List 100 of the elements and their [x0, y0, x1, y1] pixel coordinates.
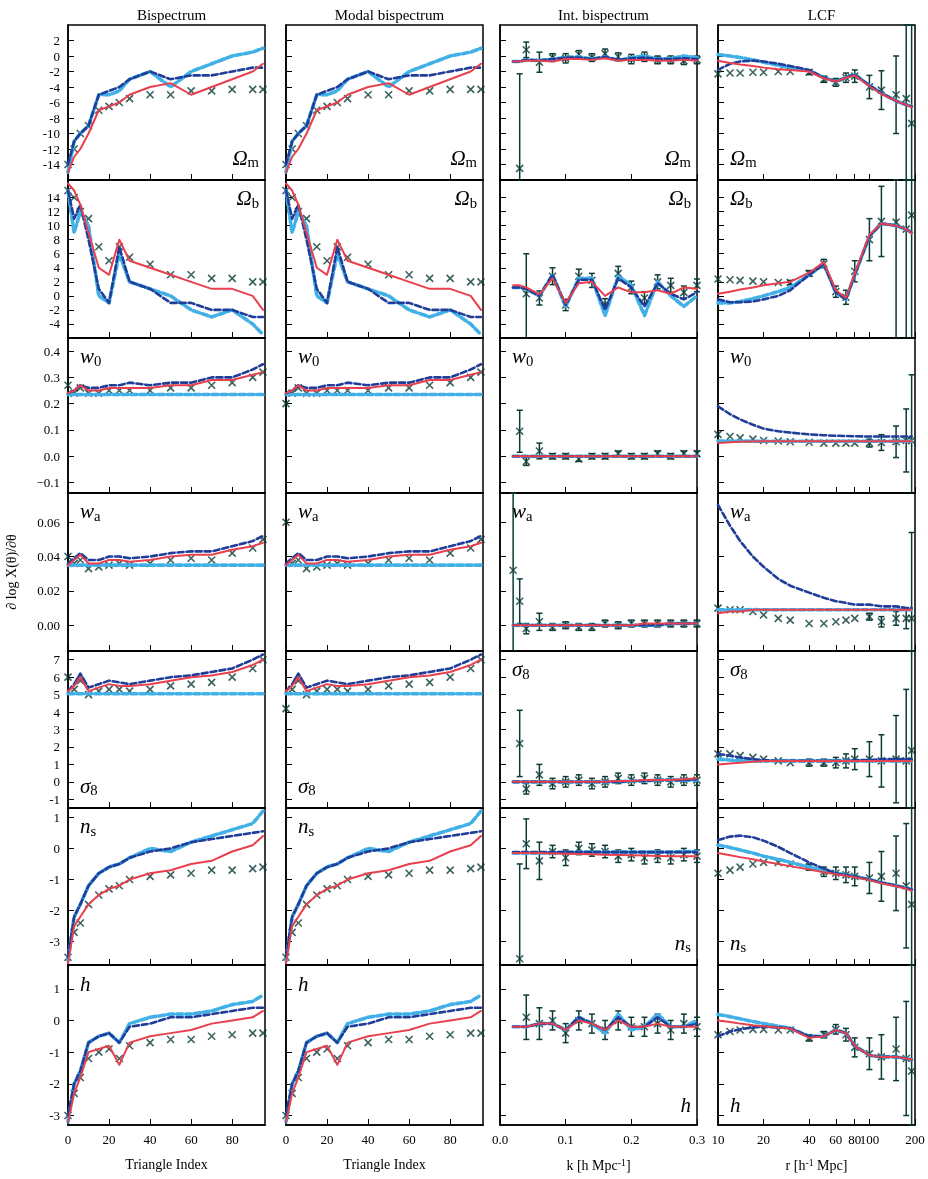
y-tick-label: 0.2	[43, 396, 60, 412]
annotation: wa	[298, 499, 320, 525]
annotation: ns	[674, 930, 692, 956]
annotation: w0	[512, 344, 534, 370]
x-tick-label: 60	[402, 1132, 416, 1147]
y-tick-label: 0	[53, 288, 60, 304]
x-tick-label: 0.3	[688, 1132, 706, 1147]
y-tick-label: -1	[49, 791, 60, 807]
y-tick-label: 0.1	[43, 422, 60, 438]
annotation: ns	[80, 814, 97, 840]
x-tick-label: 80	[443, 1132, 457, 1147]
x-tick-label: 0	[64, 1132, 72, 1147]
y-tick-label: -4	[49, 79, 61, 95]
annotation: Ωb	[668, 186, 691, 212]
y-tick-label: -2	[49, 1076, 60, 1092]
y-tick-label: 0.0	[43, 448, 60, 464]
x-tick-label: 80	[848, 1132, 862, 1147]
annotation: w0	[80, 344, 102, 370]
annotation: Ωm	[664, 145, 692, 171]
x-tick-label: 0.2	[623, 1132, 640, 1147]
y-tick-label: 0.06	[37, 514, 61, 530]
y-tick-label: -12	[42, 141, 60, 157]
x-tick-label: 80	[225, 1132, 239, 1147]
annotation: ns	[730, 930, 747, 956]
y-tick-label: 2	[53, 274, 60, 290]
y-tick-label: -6	[49, 95, 61, 110]
y-tick-label: 0.02	[37, 583, 60, 599]
annotation: h	[80, 971, 91, 996]
y-tick-label: 1	[53, 981, 60, 997]
x-tick-label: 20	[102, 1132, 116, 1147]
y-tick-label: 14	[47, 190, 61, 206]
x-tick-label: 0.0	[491, 1132, 509, 1147]
y-tick-label: 0.4	[43, 343, 61, 359]
x-tick-label: 0	[282, 1132, 290, 1147]
x-axis-title: Triangle Index	[343, 1156, 426, 1172]
annotation: Ωm	[450, 145, 478, 171]
x-tick-label: 40	[361, 1132, 375, 1147]
annotation: wa	[80, 499, 102, 525]
x-tick-label: 20	[320, 1132, 334, 1147]
y-tick-label: 10	[47, 218, 60, 234]
annotation: h	[730, 1092, 741, 1117]
y-tick-label: -3	[49, 1107, 60, 1123]
y-tick-label: 0	[53, 774, 60, 790]
y-tick-label: 0.04	[37, 549, 61, 565]
y-axis-title: ∂ log X(θ)/∂θ	[3, 533, 20, 610]
x-tick-label: 60	[184, 1132, 198, 1147]
x-tick-label: 40	[802, 1132, 816, 1147]
y-tick-label: 2	[53, 33, 60, 48]
annotation: σ8	[730, 657, 748, 683]
y-tick-label: 0.00	[37, 617, 60, 633]
y-tick-label: 12	[47, 204, 60, 220]
y-tick-label: 7	[53, 652, 61, 668]
x-tick-label: 200	[905, 1132, 925, 1147]
y-tick-label: 1	[53, 809, 60, 825]
y-tick-label: -8	[49, 110, 60, 126]
y-tick-label: 8	[53, 232, 60, 248]
annotation: Ωm	[232, 145, 260, 171]
x-tick-label: 10	[711, 1132, 725, 1147]
y-tick-label: −0.1	[36, 474, 60, 490]
y-tick-label: 6	[53, 669, 61, 685]
x-tick-label: 20	[757, 1132, 771, 1147]
annotation: σ8	[298, 773, 316, 799]
y-tick-label: 0	[53, 48, 60, 64]
annotation: ns	[298, 814, 315, 840]
y-tick-label: -10	[42, 126, 60, 141]
x-axis-title: Triangle Index	[125, 1156, 208, 1172]
chart-title: Int. bispectrum	[558, 6, 650, 23]
annotation: Ωb	[236, 186, 259, 212]
x-tick-label: 0.1	[557, 1132, 574, 1147]
y-tick-label: 0	[53, 840, 60, 856]
annotation: σ8	[512, 657, 530, 683]
y-tick-label: 3	[53, 722, 60, 737]
y-tick-label: 2	[53, 739, 60, 755]
y-tick-label: -2	[49, 302, 60, 318]
y-tick-label: -3	[49, 934, 60, 950]
x-tick-label: 40	[143, 1132, 157, 1147]
annotation: Ωm	[730, 145, 758, 171]
chart-title: Modal bispectrum	[334, 6, 445, 23]
annotation: w0	[730, 344, 752, 370]
annotation: Ωb	[730, 186, 753, 212]
annotation: wa	[730, 499, 752, 525]
y-tick-label: 1	[53, 756, 60, 772]
chart-title: Bispectrum	[136, 6, 207, 23]
y-tick-label: 5	[53, 687, 60, 703]
annotation: h	[298, 971, 309, 996]
y-tick-label: 0.3	[43, 369, 60, 385]
y-tick-label: -1	[49, 1044, 60, 1060]
y-tick-label: -4	[49, 316, 61, 332]
x-tick-label: 60	[829, 1132, 843, 1147]
annotation: w0	[298, 344, 320, 370]
y-tick-label: -2	[49, 64, 60, 79]
y-tick-label: 4	[53, 704, 61, 720]
annotation: σ8	[80, 773, 98, 799]
y-tick-label: 4	[53, 260, 61, 276]
y-tick-label: -14	[42, 157, 61, 172]
y-tick-label: 0	[53, 1012, 60, 1028]
annotation: Ωb	[454, 186, 477, 212]
y-tick-label: 6	[53, 246, 61, 262]
chart-title: LCF	[807, 6, 836, 23]
annotation: h	[680, 1092, 691, 1117]
